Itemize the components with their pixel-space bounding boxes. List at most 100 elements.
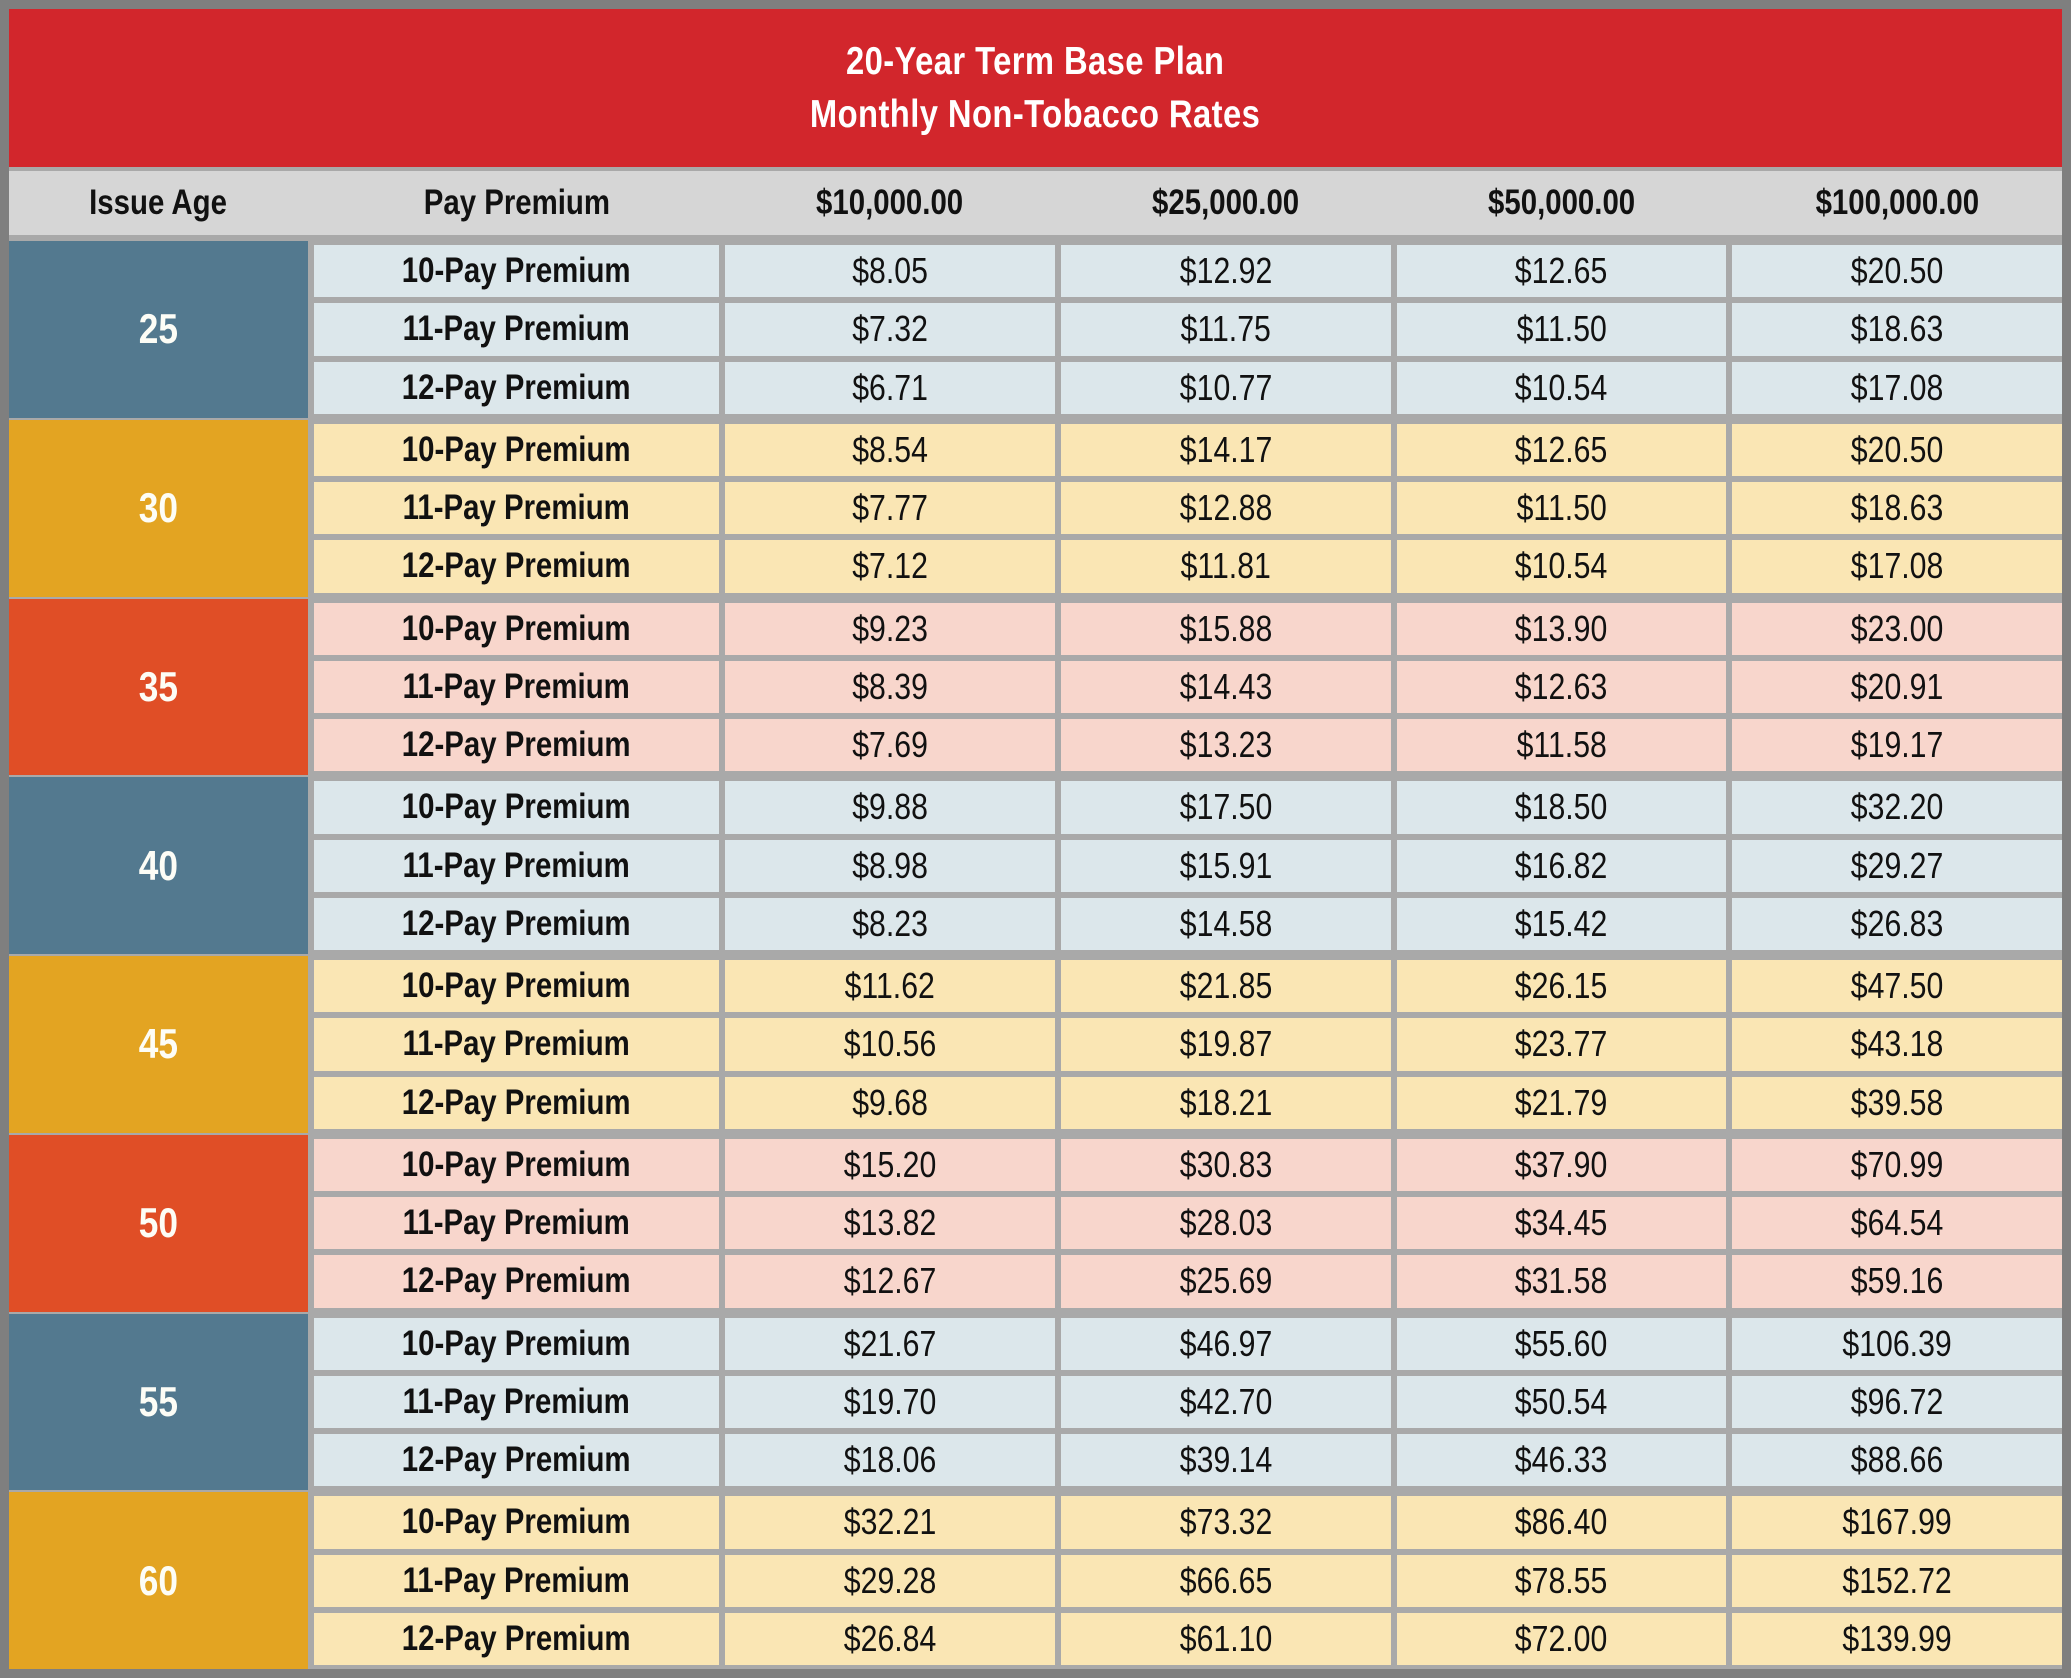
rate-value-text: $10.77: [1179, 366, 1272, 408]
issue-age-cell: 55: [9, 1313, 308, 1491]
rate-value-text: $12.92: [1179, 250, 1272, 292]
rate-value-text: $66.65: [1179, 1559, 1272, 1601]
age-group-rows: 10-Pay Premium $9.23 $15.88 $13.90 $23.00 11-…: [314, 599, 2062, 776]
pay-premium-label-text: 11-Pay Premium: [402, 1203, 631, 1243]
rate-value: $106.39: [1732, 1317, 2062, 1370]
rate-value: $11.81: [1060, 540, 1391, 593]
rate-value-text: $34.45: [1515, 1202, 1608, 1244]
rate-value: $66.65: [1060, 1554, 1391, 1607]
rate-value-text: $39.58: [1850, 1081, 1944, 1123]
pay-premium-label-text: 11-Pay Premium: [402, 488, 631, 528]
rate-value: $14.17: [1060, 423, 1391, 476]
age-group-rows: 10-Pay Premium $8.05 $12.92 $12.65 $20.50 11-…: [314, 241, 2062, 418]
rate-value-text: $26.83: [1850, 902, 1944, 944]
rate-value-text: $72.00: [1515, 1617, 1608, 1659]
rate-value-text: $46.97: [1179, 1322, 1272, 1364]
rate-value: $55.60: [1396, 1317, 1727, 1370]
rate-value: $17.50: [1060, 781, 1391, 834]
pay-premium-label: 10-Pay Premium: [314, 960, 719, 1013]
rate-value: $20.91: [1732, 660, 2062, 713]
table-row: 11-Pay Premium $7.32 $11.75 $11.50 $18.63: [314, 303, 2062, 356]
rate-value: $152.72: [1732, 1554, 2062, 1607]
table-row: 11-Pay Premium $13.82 $28.03 $34.45 $64.54: [314, 1197, 2062, 1250]
rate-value: $46.33: [1396, 1434, 1727, 1487]
rate-value: $10.54: [1396, 361, 1727, 414]
column-header-pay-premium: Pay Premium: [423, 183, 610, 222]
pay-premium-label: 12-Pay Premium: [314, 1434, 719, 1487]
rate-value-text: $26.15: [1515, 965, 1608, 1007]
rate-value: $18.21: [1060, 1076, 1391, 1129]
rate-value-text: $32.21: [843, 1501, 937, 1543]
pay-premium-label: 12-Pay Premium: [314, 361, 719, 414]
pay-premium-label: 10-Pay Premium: [314, 1138, 719, 1191]
rate-value-text: $14.17: [1179, 428, 1272, 470]
rate-value: $18.50: [1396, 781, 1727, 834]
pay-premium-label: 11-Pay Premium: [314, 660, 719, 713]
column-header-10000: $10,000.00: [816, 183, 964, 222]
pay-premium-label-text: 11-Pay Premium: [402, 845, 631, 885]
issue-age-cell-text: 55: [138, 1377, 179, 1425]
rate-value: $18.06: [725, 1434, 1055, 1487]
rate-value-text: $12.63: [1515, 665, 1608, 707]
rate-value: $13.90: [1396, 602, 1727, 655]
rate-value-text: $106.39: [1842, 1322, 1952, 1364]
rate-value-text: $8.54: [852, 428, 928, 470]
rate-value: $28.03: [1060, 1197, 1391, 1250]
rate-value-text: $11.50: [1516, 308, 1607, 350]
rate-value-text: $12.67: [843, 1260, 937, 1302]
rate-value: $19.17: [1732, 719, 2062, 772]
rate-value-text: $12.65: [1515, 250, 1608, 292]
pay-premium-label-text: 10-Pay Premium: [402, 251, 631, 291]
rate-value: $7.69: [725, 719, 1055, 772]
pay-premium-label-text: 12-Pay Premium: [402, 725, 631, 765]
rate-value-text: $13.82: [843, 1202, 937, 1244]
pay-premium-label-text: 10-Pay Premium: [402, 1323, 631, 1363]
table-row: 10-Pay Premium $15.20 $30.83 $37.90 $70.99: [314, 1138, 2062, 1191]
rate-value: $12.65: [1396, 245, 1727, 298]
table-row: 11-Pay Premium $8.98 $15.91 $16.82 $29.27: [314, 839, 2062, 892]
rate-table-body: 25 10-Pay Premium $8.05 $12.92 $12.65 $20.50 1…: [9, 235, 2062, 1669]
rate-value: $17.08: [1732, 361, 2062, 414]
rate-value: $21.67: [725, 1317, 1055, 1370]
rate-value: $39.58: [1732, 1076, 2062, 1129]
table-row: 12-Pay Premium $8.23 $14.58 $15.42 $26.83: [314, 897, 2062, 950]
rate-value: $8.05: [725, 245, 1055, 298]
rate-value-text: $32.20: [1850, 786, 1944, 828]
table-row: 12-Pay Premium $7.12 $11.81 $10.54 $17.08: [314, 540, 2062, 593]
table-row: 11-Pay Premium $19.70 $42.70 $50.54 $96.72: [314, 1375, 2062, 1428]
issue-age-cell-text: 40: [138, 841, 179, 889]
issue-age-cell: 25: [9, 241, 308, 418]
rate-value-text: $11.81: [1180, 545, 1271, 587]
pay-premium-label: 12-Pay Premium: [314, 1076, 719, 1129]
rate-value: $73.32: [1060, 1496, 1391, 1549]
rate-value: $37.90: [1396, 1138, 1727, 1191]
rate-value-text: $9.68: [852, 1081, 928, 1123]
issue-age-cell-text: 45: [138, 1020, 179, 1068]
rate-value-text: $15.20: [843, 1143, 937, 1185]
rate-value: $47.50: [1732, 960, 2062, 1013]
rate-value: $15.20: [725, 1138, 1055, 1191]
rate-value: $72.00: [1396, 1612, 1727, 1665]
pay-premium-label: 10-Pay Premium: [314, 1317, 719, 1370]
rate-value-text: $43.18: [1850, 1023, 1944, 1065]
pay-premium-label: 12-Pay Premium: [314, 540, 719, 593]
issue-age-cell: 45: [9, 956, 308, 1133]
pay-premium-label-text: 11-Pay Premium: [402, 309, 631, 349]
pay-premium-label-text: 10-Pay Premium: [402, 787, 631, 827]
rate-value-text: $13.90: [1515, 607, 1608, 649]
rate-value-text: $30.83: [1179, 1143, 1272, 1185]
age-group-rows: 10-Pay Premium $11.62 $21.85 $26.15 $47.50 11…: [314, 956, 2062, 1133]
rate-value: $50.54: [1396, 1375, 1727, 1428]
rate-value: $23.00: [1732, 602, 2062, 655]
pay-premium-label: 10-Pay Premium: [314, 1496, 719, 1549]
rate-value: $9.68: [725, 1076, 1055, 1129]
pay-premium-label-text: 12-Pay Premium: [402, 1618, 631, 1658]
rate-value: $70.99: [1732, 1138, 2062, 1191]
issue-age-cell-text: 25: [138, 305, 179, 353]
column-header-50000: $50,000.00: [1487, 183, 1635, 222]
pay-premium-label-text: 11-Pay Premium: [402, 1560, 631, 1600]
rate-value-text: $9.23: [852, 607, 928, 649]
pay-premium-label-text: 11-Pay Premium: [402, 1024, 631, 1064]
rate-value: $6.71: [725, 361, 1055, 414]
rate-value-text: $39.14: [1179, 1439, 1272, 1481]
